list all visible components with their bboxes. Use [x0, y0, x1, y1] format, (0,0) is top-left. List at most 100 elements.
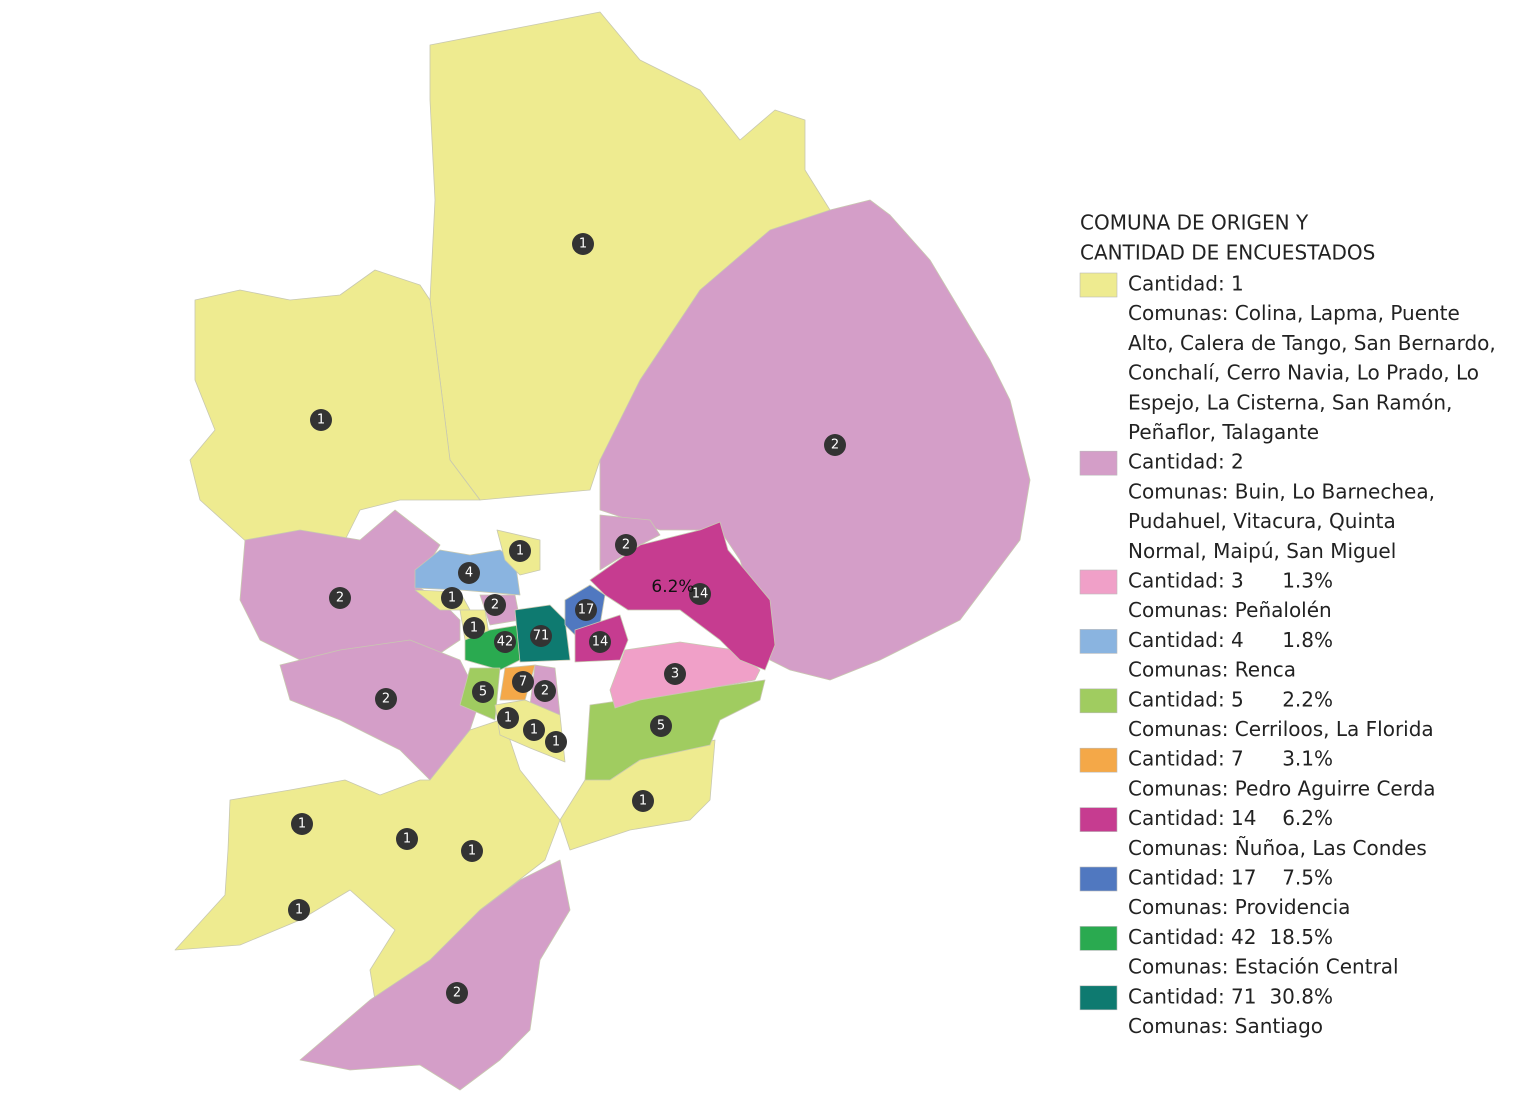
legend-comunas: Comunas: Pedro Aguirre Cerda — [1128, 776, 1436, 800]
map-label: 2 — [336, 591, 344, 606]
legend-label: Cantidad: 2 — [1128, 450, 1244, 474]
legend-percent: 1.8% — [1282, 628, 1333, 652]
label-marker — [463, 617, 485, 639]
map-label: 2 — [453, 986, 461, 1001]
legend-comunas: Comunas: Ñuñoa, Las Condes — [1128, 836, 1427, 860]
legend-comunas: Pudahuel, Vitacura, Quinta — [1128, 509, 1396, 533]
legend-label: Cantidad: 17 — [1128, 866, 1257, 890]
legend-percent: 18.5% — [1269, 925, 1333, 949]
map-label: 1 — [552, 735, 560, 750]
map-label: 2 — [541, 684, 549, 699]
legend-comunas: Normal, Maipú, San Miguel — [1128, 539, 1396, 563]
map — [174, 11, 1031, 1091]
legend-label: Cantidad: 42 — [1128, 925, 1257, 949]
map-label: 1 — [317, 413, 325, 428]
label-marker — [530, 625, 552, 647]
legend-swatch — [1079, 688, 1118, 714]
map-label: 2 — [491, 598, 499, 613]
label-marker — [650, 715, 672, 737]
label-marker — [589, 631, 611, 653]
label-marker — [310, 409, 332, 431]
legend-swatch — [1079, 985, 1118, 1011]
annotation: 6.2% — [651, 577, 694, 597]
legend-comunas: Comunas: Santiago — [1128, 1014, 1323, 1038]
label-marker — [375, 688, 397, 710]
legend-percent: 1.3% — [1282, 569, 1333, 593]
map-label: 4 — [465, 566, 473, 581]
map-label: 42 — [497, 635, 514, 650]
legend-title: CANTIDAD DE ENCUESTADOS — [1080, 241, 1375, 265]
legend-comunas: Comunas: Colina, Lapma, Puente — [1128, 301, 1460, 325]
label-marker — [534, 680, 556, 702]
label-marker — [441, 587, 463, 609]
legend-swatch — [1079, 569, 1118, 595]
legend-label: Cantidad: 7 — [1128, 747, 1244, 771]
map-label: 71 — [533, 629, 550, 644]
legend-label: Cantidad: 4 — [1128, 628, 1244, 652]
label-marker — [509, 540, 531, 562]
label-marker — [446, 982, 468, 1004]
label-marker — [689, 583, 711, 605]
label-marker — [461, 840, 483, 862]
map-label: 1 — [504, 711, 512, 726]
legend-comunas: Comunas: Renca — [1128, 658, 1296, 682]
region — [189, 269, 481, 551]
legend-percent: 6.2% — [1282, 806, 1333, 830]
legend-percent: 7.5% — [1282, 866, 1333, 890]
map-label: 14 — [592, 635, 609, 650]
region — [599, 199, 1031, 681]
label-marker — [484, 594, 506, 616]
label-marker — [497, 707, 519, 729]
label-marker — [458, 562, 480, 584]
map-label: 1 — [639, 794, 647, 809]
legend-title: COMUNA DE ORIGEN Y — [1080, 211, 1309, 235]
label-marker — [291, 813, 313, 835]
map-label: 5 — [479, 685, 487, 700]
legend-comunas: Alto, Calera de Tango, San Bernardo, — [1128, 331, 1496, 355]
map-label: 1 — [516, 544, 524, 559]
map-label: 17 — [578, 603, 595, 618]
legend-swatch — [1079, 272, 1118, 298]
map-label: 1 — [530, 723, 538, 738]
label-marker — [824, 434, 846, 456]
label-marker — [664, 663, 686, 685]
label-marker — [396, 828, 418, 850]
map-label: 5 — [657, 719, 665, 734]
map-label: 14 — [692, 587, 709, 602]
label-marker — [494, 631, 516, 653]
legend-swatch — [1079, 450, 1118, 476]
label-marker — [288, 899, 310, 921]
legend-percent: 3.1% — [1282, 747, 1333, 771]
legend-comunas: Espejo, La Cisterna, San Ramón, — [1128, 390, 1452, 414]
map-label: 3 — [671, 667, 679, 682]
map-label: 1 — [579, 237, 587, 252]
map-label: 1 — [298, 817, 306, 832]
label-marker — [523, 719, 545, 741]
legend-swatch — [1079, 747, 1118, 773]
label-marker — [329, 587, 351, 609]
label-marker — [632, 790, 654, 812]
legend-comunas: Comunas: Cerriloos, La Florida — [1128, 717, 1434, 741]
legend-label: Cantidad: 3 — [1128, 569, 1244, 593]
legend-swatch — [1079, 866, 1118, 892]
legend-comunas: Comunas: Buin, Lo Barnechea, — [1128, 479, 1435, 503]
legend-label: Cantidad: 1 — [1128, 272, 1244, 296]
legend-label: Cantidad: 71 — [1128, 984, 1257, 1008]
region — [239, 509, 461, 661]
legend-swatch — [1079, 807, 1118, 832]
legend-percent: 30.8% — [1269, 984, 1333, 1008]
legend-label: Cantidad: 5 — [1128, 687, 1244, 711]
map-label: 2 — [831, 438, 839, 453]
region — [174, 719, 561, 1001]
map-label: 1 — [468, 844, 476, 859]
legend-comunas: Peñaflor, Talagante — [1128, 420, 1319, 444]
legend-comunas: Comunas: Providencia — [1128, 895, 1350, 919]
legend-swatch — [1079, 926, 1118, 951]
map-label: 1 — [295, 903, 303, 918]
map-label: 1 — [403, 832, 411, 847]
legend-percent: 2.2% — [1282, 687, 1333, 711]
legend-comunas: Comunas: Peñalolén — [1128, 598, 1332, 622]
label-marker — [615, 534, 637, 556]
